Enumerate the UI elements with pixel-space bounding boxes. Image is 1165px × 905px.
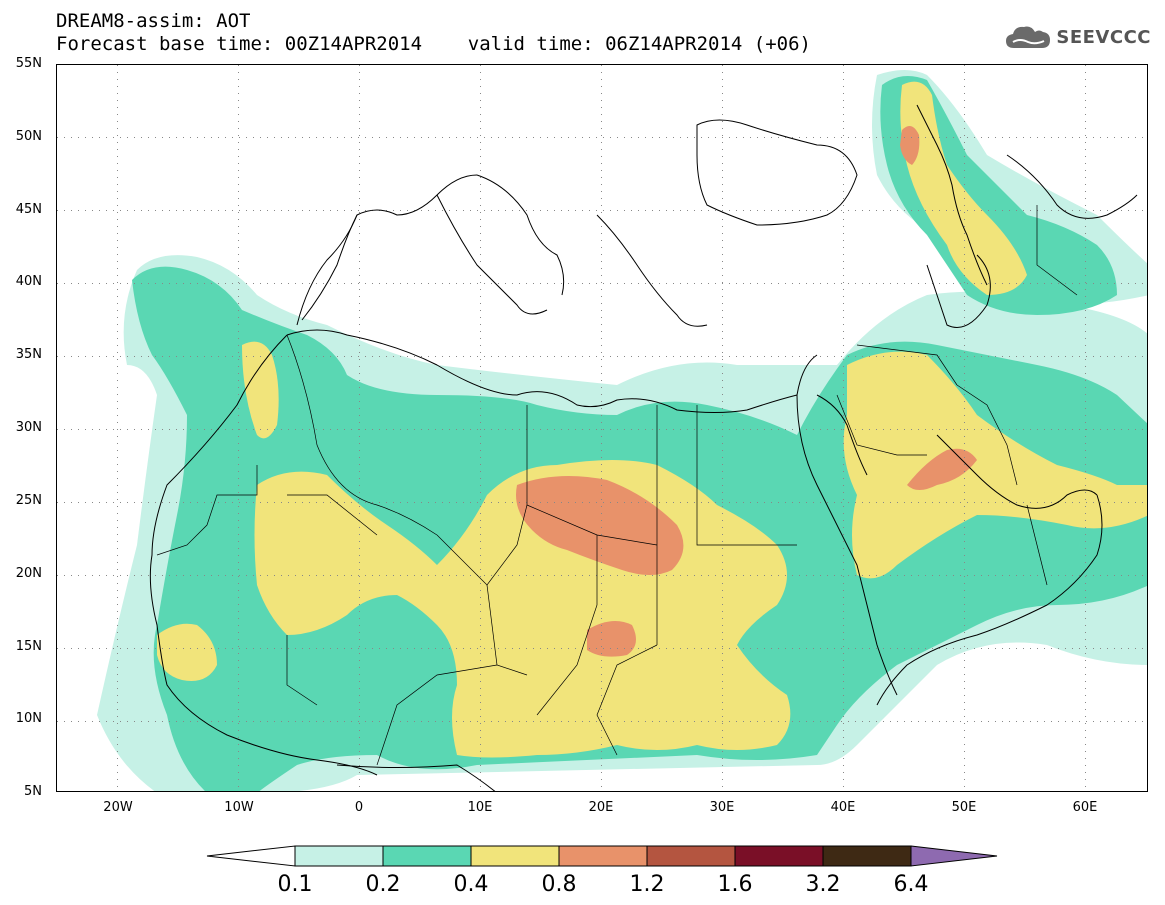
- aot-field-map: [57, 65, 1147, 791]
- colorbar-swatch: [470, 845, 560, 867]
- seevccc-logo: SEEVCCC: [1004, 24, 1151, 50]
- lon-label: 20W: [103, 800, 133, 815]
- colorbar-over-triangle: [910, 845, 998, 867]
- lon-label: 10W: [224, 800, 254, 815]
- colorbar-swatch: [822, 845, 912, 867]
- lat-label: 55N: [15, 56, 42, 71]
- lat-label: 30N: [15, 420, 42, 435]
- colorbar-under-triangle: [206, 845, 296, 867]
- colorbar: [206, 845, 998, 867]
- colorbar-swatch: [382, 845, 472, 867]
- lon-label: 10E: [467, 800, 493, 815]
- map-title: DREAM8-assim: AOT: [56, 10, 251, 32]
- lon-label: 30E: [709, 800, 735, 815]
- logo-text: SEEVCCC: [1056, 26, 1151, 48]
- lon-label: 20E: [588, 800, 614, 815]
- coastlines: [149, 104, 1138, 791]
- lat-label: 50N: [15, 129, 42, 144]
- lat-label: 10N: [15, 711, 42, 726]
- colorbar-label: 3.2: [805, 872, 841, 897]
- lat-label: 25N: [15, 493, 42, 508]
- colorbar-swatch: [734, 845, 824, 867]
- colorbar-label: 1.6: [717, 872, 753, 897]
- country-borders: [156, 205, 1078, 766]
- colorbar-swatch: [294, 845, 384, 867]
- graticule: [57, 65, 1147, 791]
- colorbar-swatch: [558, 845, 648, 867]
- lat-label: 5N: [24, 784, 42, 799]
- lat-label: 15N: [15, 639, 42, 654]
- lon-label: 60E: [1072, 800, 1098, 815]
- lat-label: 45N: [15, 202, 42, 217]
- lon-label: 40E: [830, 800, 856, 815]
- colorbar-label: 0.4: [453, 872, 489, 897]
- lon-label: 50E: [951, 800, 977, 815]
- colorbar-label: 6.4: [893, 872, 929, 897]
- lat-label: 40N: [15, 274, 42, 289]
- colorbar-label: 0.2: [365, 872, 401, 897]
- cloud-icon: [1006, 26, 1051, 48]
- lat-label: 35N: [15, 347, 42, 362]
- map-area: [56, 64, 1148, 792]
- colorbar-label: 0.1: [277, 872, 313, 897]
- colorbar-label: 0.8: [541, 872, 577, 897]
- forecast-time-info: Forecast base time: 00Z14APR2014 valid t…: [56, 33, 811, 55]
- colorbar-swatch: [646, 845, 736, 867]
- aot-contour-0.8: [516, 126, 977, 657]
- lon-label: 0: [354, 800, 364, 815]
- lat-label: 20N: [15, 566, 42, 581]
- colorbar-label: 1.2: [629, 872, 665, 897]
